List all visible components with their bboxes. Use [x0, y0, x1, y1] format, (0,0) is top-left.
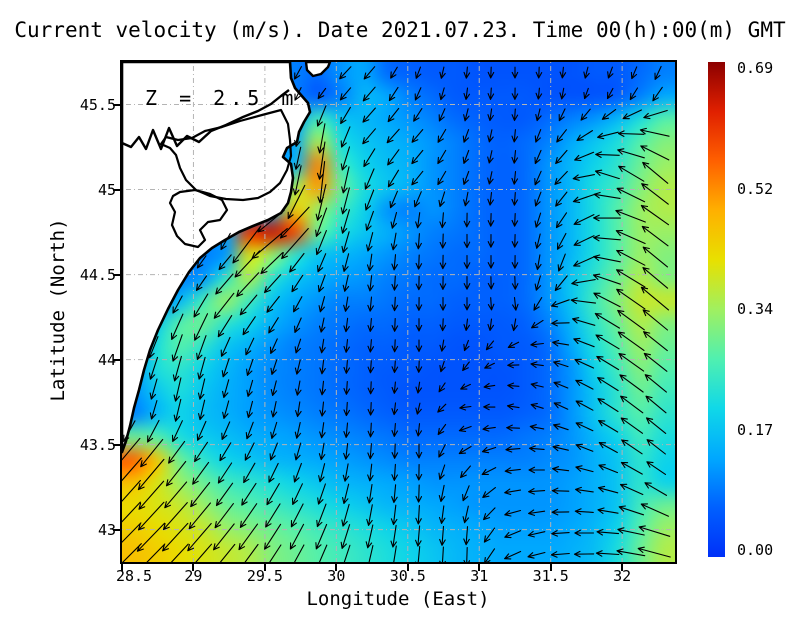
x-tick-label: 30.5 [389, 567, 426, 585]
map-plot-area: Z = 2.5 m [120, 60, 677, 564]
x-axis-label: Longitude (East) [306, 588, 490, 610]
colorbar-tick-label: 0.52 [737, 179, 774, 198]
y-tick-label: 44 [97, 350, 116, 369]
x-tick-label: 31 [470, 567, 489, 585]
colorbar [708, 62, 725, 557]
y-tick-mark [113, 528, 120, 531]
x-tick-label: 29.5 [246, 567, 283, 585]
x-tick-label: 31.5 [532, 567, 569, 585]
colorbar-tick-label: 0.17 [737, 420, 774, 439]
x-tick-mark [335, 564, 338, 571]
island-fill [306, 62, 330, 76]
x-tick-label: 30 [327, 567, 346, 585]
river [122, 89, 290, 151]
land-fill [122, 62, 310, 452]
x-tick-mark [478, 564, 481, 571]
map-overlay [122, 62, 675, 562]
x-tick-label: 29 [184, 567, 203, 585]
x-tick-mark [621, 564, 624, 571]
y-tick-label: 43 [97, 520, 116, 539]
x-tick-mark [549, 564, 552, 571]
y-tick-label: 43.5 [79, 435, 116, 454]
y-tick-mark [113, 273, 120, 276]
lake-outline [168, 188, 229, 249]
colorbar-tick-label: 0.00 [737, 541, 774, 559]
x-tick-mark [121, 564, 123, 571]
lagoon-outline [159, 108, 293, 202]
y-tick-label: 44.5 [79, 265, 116, 284]
y-tick-mark [113, 358, 120, 361]
x-tick-mark [263, 564, 266, 571]
depth-annotation: Z = 2.5 m [145, 86, 299, 110]
y-tick-mark [113, 443, 120, 446]
y-tick-mark [113, 188, 120, 191]
x-tick-label: 28.5 [115, 567, 153, 585]
colorbar-tick-label: 0.69 [737, 59, 774, 77]
y-axis-label: Latitude (North) [47, 218, 69, 402]
colorbar-tick-label: 0.34 [737, 300, 774, 318]
current-vectors [122, 65, 671, 562]
y-tick-label: 45.5 [79, 95, 116, 114]
x-tick-mark [192, 564, 195, 571]
y-tick-mark [113, 103, 120, 106]
island-coastline [304, 62, 332, 78]
x-tick-mark [406, 564, 409, 571]
x-tick-label: 32 [613, 567, 632, 585]
y-tick-label: 45 [97, 180, 116, 199]
figure-title: Current velocity (m/s). Date 2021.07.23.… [14, 18, 786, 42]
coastline [122, 62, 312, 454]
